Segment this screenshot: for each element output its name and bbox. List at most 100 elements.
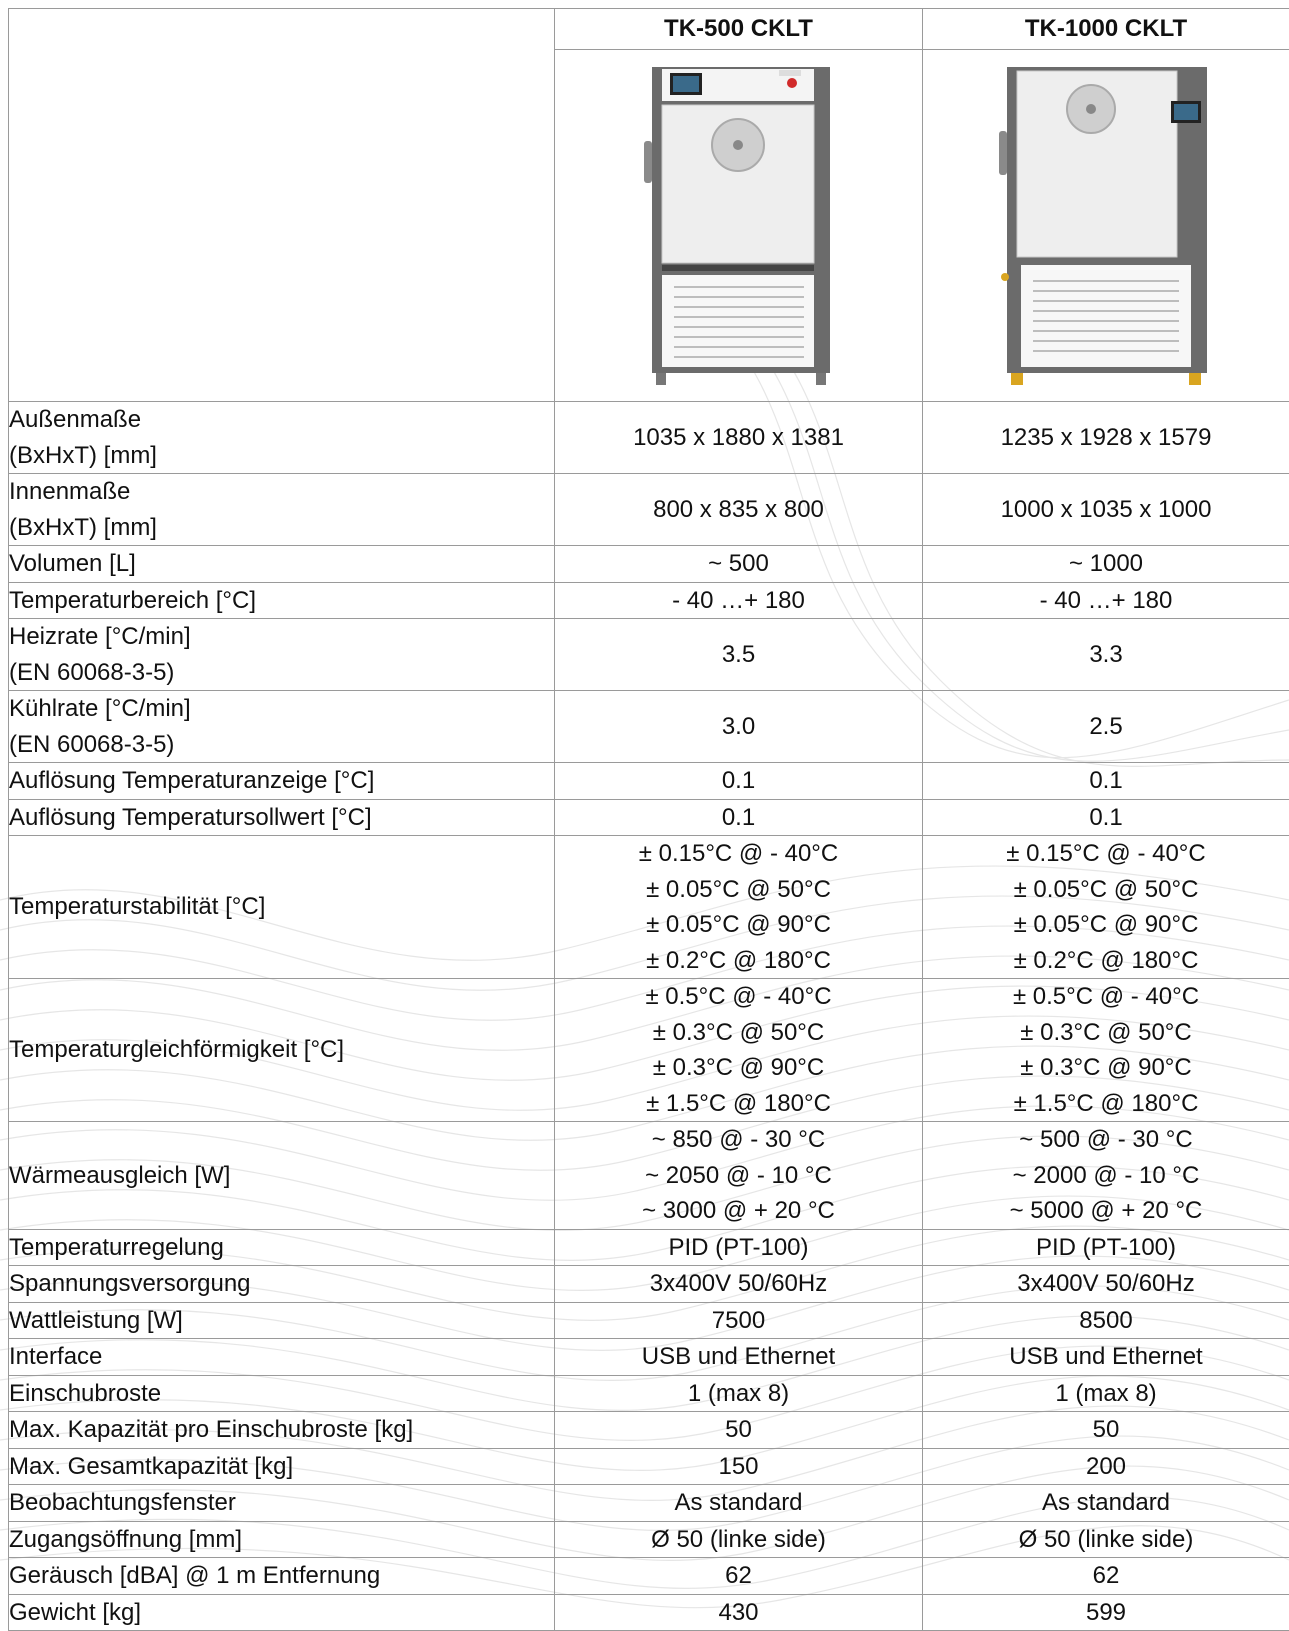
spec-value-line: Ø 50 (linke side) [923, 1522, 1289, 1558]
spec-value-line: 7500 [555, 1303, 922, 1339]
spec-value-model-1: ± 0.5°C @ - 40°C± 0.3°C @ 50°C± 0.3°C @ … [555, 979, 923, 1122]
spec-row: Temperaturstabilität [°C]± 0.15°C @ - 40… [9, 836, 1289, 979]
spec-value-line: 800 x 835 x 800 [555, 492, 922, 528]
spec-label-line: Wärmeausgleich [W] [9, 1158, 554, 1194]
spec-value-model-1: - 40 …+ 180 [555, 582, 923, 619]
header-empty-cell [9, 9, 555, 402]
spec-label-line: Wattleistung [W] [9, 1303, 554, 1339]
spec-value-line: 200 [923, 1449, 1289, 1485]
spec-value-model-2: - 40 …+ 180 [923, 582, 1289, 619]
spec-label: Zugangsöffnung [mm] [9, 1521, 555, 1558]
spec-value-line: 0.1 [555, 800, 922, 836]
spec-value-model-2: 8500 [923, 1302, 1289, 1339]
model-name-1: TK-500 CKLT [555, 9, 923, 50]
spec-row: Temperaturbereich [°C]- 40 …+ 180- 40 …+… [9, 582, 1289, 619]
spec-value-line: ± 0.2°C @ 180°C [923, 943, 1289, 979]
spec-label-line: Volumen [L] [9, 546, 554, 582]
spec-value-line: 3x400V 50/60Hz [923, 1266, 1289, 1302]
spec-value-line: ± 0.05°C @ 50°C [923, 872, 1289, 908]
spec-value-model-1: PID (PT-100) [555, 1229, 923, 1266]
spec-value-model-2: 1 (max 8) [923, 1375, 1289, 1412]
spec-row: Zugangsöffnung [mm]Ø 50 (linke side)Ø 50… [9, 1521, 1289, 1558]
spec-value-line: 50 [555, 1412, 922, 1448]
spec-value-line: ~ 5000 @ + 20 °C [923, 1193, 1289, 1229]
spec-label: Außenmaße(BxHxT) [mm] [9, 402, 555, 474]
spec-value-model-2: 2.5 [923, 691, 1289, 763]
spec-value-line: 430 [555, 1595, 922, 1631]
spec-value-model-2: ± 0.5°C @ - 40°C± 0.3°C @ 50°C± 0.3°C @ … [923, 979, 1289, 1122]
spec-value-line: PID (PT-100) [923, 1230, 1289, 1266]
spec-value-model-2: 1235 x 1928 x 1579 [923, 402, 1289, 474]
spec-value-line: 3.3 [923, 637, 1289, 673]
spec-value-model-1: 150 [555, 1448, 923, 1485]
spec-value-line: ± 0.5°C @ - 40°C [555, 979, 922, 1015]
spec-value-model-1: 3.5 [555, 619, 923, 691]
spec-value-line: ± 0.05°C @ 90°C [923, 907, 1289, 943]
spec-value-model-1: ± 0.15°C @ - 40°C± 0.05°C @ 50°C± 0.05°C… [555, 836, 923, 979]
spec-value-line: 1035 x 1880 x 1381 [555, 420, 922, 456]
spec-value-model-1: 430 [555, 1594, 923, 1631]
spec-value-model-2: 3.3 [923, 619, 1289, 691]
spec-label: Interface [9, 1339, 555, 1376]
spec-label: Geräusch [dBA] @ 1 m Entfernung [9, 1558, 555, 1595]
spec-value-line: 0.1 [923, 763, 1289, 799]
spec-label: Temperaturbereich [°C] [9, 582, 555, 619]
spec-value-line: ~ 2050 @ - 10 °C [555, 1158, 922, 1194]
spec-value-line: ± 0.3°C @ 50°C [555, 1015, 922, 1051]
spec-value-model-2: PID (PT-100) [923, 1229, 1289, 1266]
spec-value-line: 50 [923, 1412, 1289, 1448]
spec-label: Spannungsversorgung [9, 1266, 555, 1303]
spec-value-line: ± 0.05°C @ 50°C [555, 872, 922, 908]
spec-row: Wärmeausgleich [W]~ 850 @ - 30 °C~ 2050 … [9, 1122, 1289, 1230]
spec-label-line: Gewicht [kg] [9, 1595, 554, 1631]
spec-label: Gewicht [kg] [9, 1594, 555, 1631]
spec-label-line: Temperaturbereich [°C] [9, 583, 554, 619]
spec-label-line: Auflösung Temperaturanzeige [°C] [9, 763, 554, 799]
spec-value-line: ~ 1000 [923, 546, 1289, 582]
spec-value-model-1: ~ 850 @ - 30 °C~ 2050 @ - 10 °C~ 3000 @ … [555, 1122, 923, 1230]
spec-value-model-1: 62 [555, 1558, 923, 1595]
spec-label-line: Geräusch [dBA] @ 1 m Entfernung [9, 1558, 554, 1594]
spec-label: Max. Gesamtkapazität [kg] [9, 1448, 555, 1485]
spec-value-line: As standard [923, 1485, 1289, 1521]
spec-value-model-1: As standard [555, 1485, 923, 1522]
spec-value-line: - 40 …+ 180 [555, 583, 922, 619]
spec-label: Max. Kapazität pro Einschubroste [kg] [9, 1412, 555, 1449]
product-image-cell-2 [923, 50, 1289, 402]
spec-label-line: (BxHxT) [mm] [9, 438, 554, 474]
spec-label-line: Außenmaße [9, 402, 554, 438]
spec-value-line: ± 0.15°C @ - 40°C [555, 836, 922, 872]
spec-value-model-2: 1000 x 1035 x 1000 [923, 474, 1289, 546]
spec-label-line: Temperaturstabilität [°C] [9, 889, 554, 925]
spec-value-line: Ø 50 (linke side) [555, 1522, 922, 1558]
spec-value-line: ± 0.3°C @ 90°C [555, 1050, 922, 1086]
spec-value-line: ± 0.15°C @ - 40°C [923, 836, 1289, 872]
spec-value-model-2: As standard [923, 1485, 1289, 1522]
spec-value-model-1: 3x400V 50/60Hz [555, 1266, 923, 1303]
spec-value-line: ± 1.5°C @ 180°C [555, 1086, 922, 1122]
spec-value-model-1: 7500 [555, 1302, 923, 1339]
spec-label-line: Auflösung Temperatursollwert [°C] [9, 800, 554, 836]
spec-label: Heizrate [°C/min](EN 60068-3-5) [9, 619, 555, 691]
spec-value-model-2: 0.1 [923, 799, 1289, 836]
spec-value-line: ± 0.05°C @ 90°C [555, 907, 922, 943]
spec-label: Temperaturregelung [9, 1229, 555, 1266]
spec-value-model-1: 1035 x 1880 x 1381 [555, 402, 923, 474]
spec-label-line: Max. Gesamtkapazität [kg] [9, 1449, 554, 1485]
spec-value-line: ± 0.5°C @ - 40°C [923, 979, 1289, 1015]
spec-label-line: Innenmaße [9, 474, 554, 510]
spec-row: Temperaturgleichförmigkeit [°C]± 0.5°C @… [9, 979, 1289, 1122]
spec-label-line: Einschubroste [9, 1376, 554, 1412]
spec-label: Auflösung Temperaturanzeige [°C] [9, 763, 555, 800]
spec-value-model-2: Ø 50 (linke side) [923, 1521, 1289, 1558]
spec-label-line: Temperaturgleichförmigkeit [°C] [9, 1032, 554, 1068]
